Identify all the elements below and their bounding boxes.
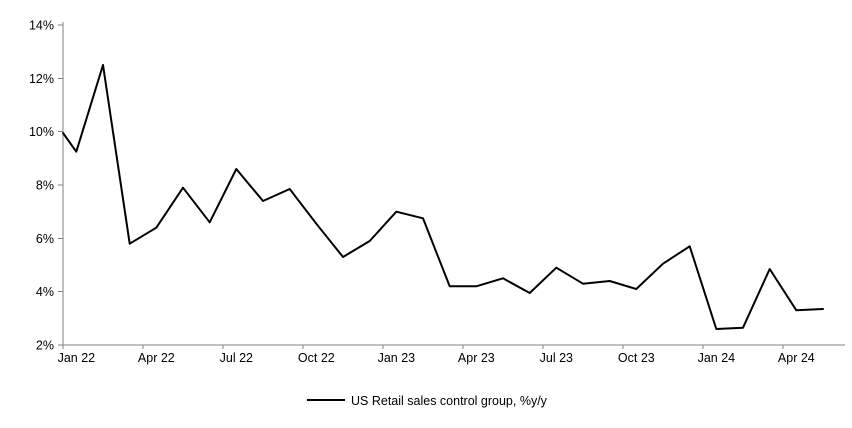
legend-label: US Retail sales control group, %y/y xyxy=(351,394,548,408)
x-tick-label: Oct 22 xyxy=(298,351,335,365)
x-tick-label: Jul 22 xyxy=(220,351,253,365)
y-tick-label: 14% xyxy=(29,19,54,33)
x-tick-label: Apr 22 xyxy=(138,351,175,365)
y-tick-label: 12% xyxy=(29,72,54,86)
y-axis: 2% 4% 6% 8% 10% 12% 14% xyxy=(29,19,63,353)
x-tick-label: Jan 24 xyxy=(698,351,736,365)
series-line xyxy=(62,64,824,330)
y-tick-label: 8% xyxy=(36,179,54,193)
legend: US Retail sales control group, %y/y xyxy=(307,394,548,408)
x-tick-label: Apr 23 xyxy=(458,351,495,365)
x-axis: Jan 22 Apr 22 Jul 22 Oct 22 Jan 23 Apr 23 Jul … xyxy=(58,345,815,365)
y-tick-label: 2% xyxy=(36,339,54,353)
y-tick-label: 10% xyxy=(29,125,54,139)
x-tick-label: Oct 23 xyxy=(618,351,655,365)
y-tick-label: 6% xyxy=(36,232,54,246)
y-tick-label: 4% xyxy=(36,285,54,299)
x-tick-label: Jan 23 xyxy=(378,351,416,365)
x-tick-label: Jan 22 xyxy=(58,351,96,365)
x-tick-label: Apr 24 xyxy=(778,351,815,365)
x-tick-label: Jul 23 xyxy=(540,351,573,365)
